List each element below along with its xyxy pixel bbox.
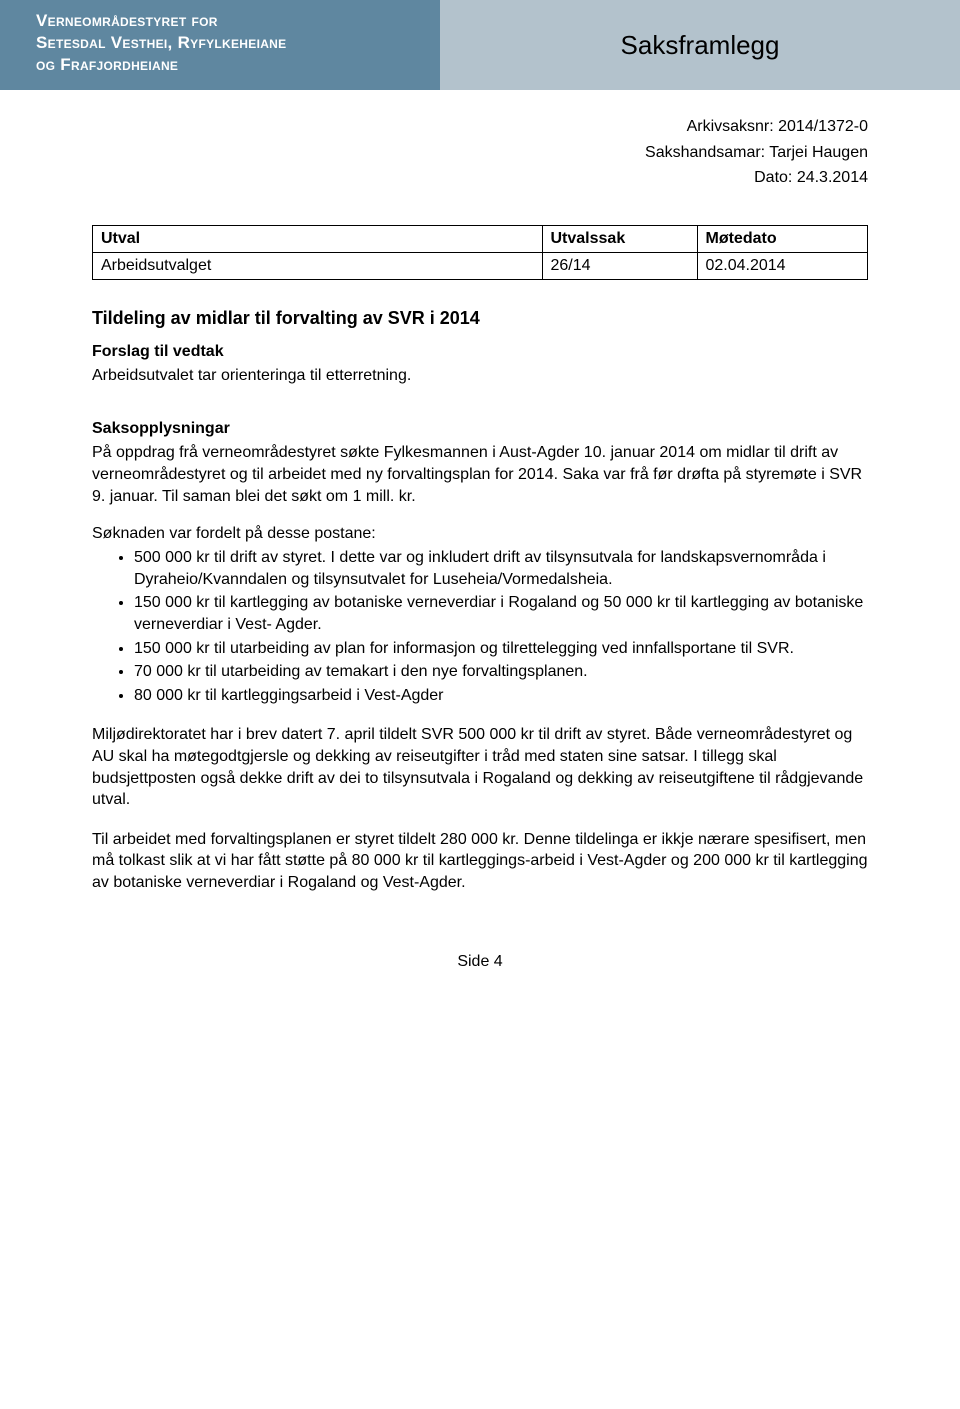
meta-block: Arkivsaksnr: 2014/1372-0 Sakshandsamar: …	[92, 114, 868, 191]
table-header-row: Utval Utvalssak Møtedato	[93, 225, 868, 252]
org-line-3: og Frafjordheiane	[36, 54, 422, 76]
list-item: 150 000 kr til utarbeiding av plan for i…	[134, 638, 868, 660]
col-motedato: Møtedato	[697, 225, 868, 252]
bullet-list: 500 000 kr til drift av styret. I dette …	[92, 547, 868, 706]
meta-handler: Sakshandsamar: Tarjei Haugen	[92, 140, 868, 166]
cell-motedato: 02.04.2014	[697, 252, 868, 279]
utval-table: Utval Utvalssak Møtedato Arbeidsutvalget…	[92, 225, 868, 280]
case-title: Tildeling av midlar til forvalting av SV…	[92, 308, 868, 329]
doc-type-label: Saksframlegg	[440, 0, 960, 90]
page-body: Arkivsaksnr: 2014/1372-0 Sakshandsamar: …	[0, 90, 960, 1011]
list-item: 500 000 kr til drift av styret. I dette …	[134, 547, 868, 590]
list-item: 80 000 kr til kartleggingsarbeid i Vest-…	[134, 685, 868, 707]
page-number: Side 4	[92, 953, 868, 971]
forslag-label: Forslag til vedtak	[92, 343, 868, 361]
col-utvalssak: Utvalssak	[542, 225, 697, 252]
cell-utval: Arbeidsutvalget	[93, 252, 543, 279]
para-3: Til arbeidet med forvaltingsplanen er st…	[92, 829, 868, 894]
list-item: 70 000 kr til utarbeiding av temakart i …	[134, 661, 868, 683]
cell-utvalssak: 26/14	[542, 252, 697, 279]
org-line-1: Verneområdestyret for	[36, 10, 422, 32]
col-utval: Utval	[93, 225, 543, 252]
header-band: Verneområdestyret for Setesdal Vesthei, …	[0, 0, 960, 90]
para-2: Miljødirektoratet har i brev datert 7. a…	[92, 724, 868, 810]
list-intro: Søknaden var fordelt på desse postane:	[92, 525, 868, 543]
para-1: På oppdrag frå verneområdestyret søkte F…	[92, 442, 868, 507]
org-name-block: Verneområdestyret for Setesdal Vesthei, …	[0, 0, 440, 90]
meta-date: Dato: 24.3.2014	[92, 165, 868, 191]
org-line-2: Setesdal Vesthei, Ryfylkeheiane	[36, 32, 422, 54]
forslag-text: Arbeidsutvalet tar orienteringa til ette…	[92, 365, 868, 387]
list-item: 150 000 kr til kartlegging av botaniske …	[134, 592, 868, 635]
table-row: Arbeidsutvalget 26/14 02.04.2014	[93, 252, 868, 279]
meta-arkiv: Arkivsaksnr: 2014/1372-0	[92, 114, 868, 140]
saksopp-label: Saksopplysningar	[92, 420, 868, 438]
